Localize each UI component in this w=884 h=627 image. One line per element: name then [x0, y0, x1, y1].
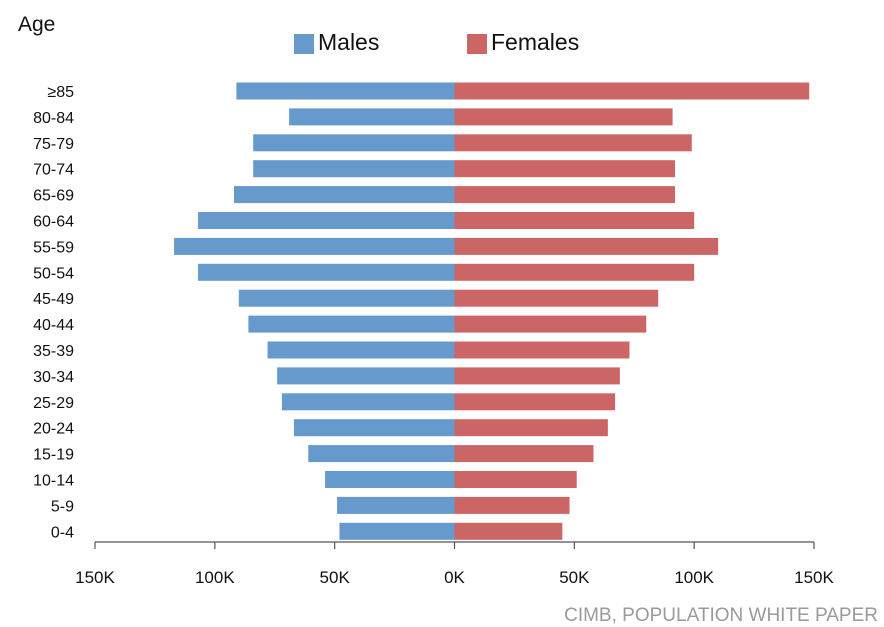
bar-females-70-74	[454, 160, 675, 178]
bar-females-45-49	[454, 289, 659, 307]
bar-females-55-59	[454, 237, 719, 255]
x-tick-label: 100K	[674, 568, 714, 587]
bar-males-20-24	[293, 419, 455, 437]
age-label-5-9: 5-9	[51, 498, 74, 515]
bar-males-5-9	[337, 496, 455, 514]
bar-females-5-9	[454, 496, 570, 514]
age-label-50-54: 50-54	[33, 265, 74, 282]
bar-males-ge85	[236, 82, 455, 100]
bar-females-30-34	[454, 367, 620, 385]
age-label-75-79: 75-79	[33, 136, 74, 153]
bar-males-15-19	[308, 445, 455, 463]
x-tick-label: 150K	[75, 568, 115, 587]
bar-males-10-14	[325, 471, 455, 488]
legend-label-males: Males	[318, 29, 379, 55]
bar-males-60-64	[198, 212, 455, 229]
source-note: CIMB, POPULATION WHITE PAPER	[564, 605, 878, 626]
bar-females-75-79	[454, 134, 692, 152]
legend-swatch-males	[294, 34, 314, 54]
bar-females-60-64	[454, 212, 695, 229]
bar-males-65-69	[234, 186, 455, 204]
age-label-20-24: 20-24	[33, 421, 74, 438]
age-label-15-19: 15-19	[33, 447, 74, 464]
bar-females-ge85	[454, 82, 810, 100]
bar-males-45-49	[238, 289, 455, 307]
bar-females-25-29	[454, 393, 616, 411]
age-label-40-44: 40-44	[33, 317, 74, 334]
age-label-0-4: 0-4	[51, 524, 74, 541]
age-label-35-39: 35-39	[33, 343, 74, 360]
bar-females-65-69	[454, 186, 675, 204]
x-tick-label: 50K	[559, 568, 590, 587]
age-label-70-74: 70-74	[33, 162, 74, 179]
bar-females-20-24	[454, 419, 608, 437]
x-tick-label: 100K	[195, 568, 235, 587]
bar-males-70-74	[253, 160, 455, 178]
bar-males-80-84	[289, 108, 455, 126]
bar-females-10-14	[454, 471, 577, 488]
age-labels-group: ≥85 80-84 75-79 70-74 65-69 60-64 55-59 50-54 45…	[33, 84, 74, 541]
bar-males-35-39	[267, 341, 455, 359]
bar-females-40-44	[454, 315, 647, 333]
bar-females-15-19	[454, 445, 594, 463]
bar-males-25-29	[281, 393, 455, 411]
bar-females-35-39	[454, 341, 630, 359]
x-tick-label: 50K	[320, 568, 351, 587]
age-label-55-59: 55-59	[33, 239, 74, 256]
age-label-65-69: 65-69	[33, 188, 74, 205]
age-label-30-34: 30-34	[33, 369, 74, 386]
bar-males-30-34	[277, 367, 455, 385]
legend-swatch-females	[467, 34, 487, 54]
x-ticks-group: 150K 100K 50K 0K 50K 100K 150K	[75, 542, 835, 587]
bar-males-75-79	[253, 134, 455, 152]
age-label-60-64: 60-64	[33, 214, 74, 231]
x-tick-label: 150K	[794, 568, 834, 587]
bar-males-50-54	[198, 263, 455, 281]
bar-males-0-4	[339, 522, 455, 540]
age-label-ge85: ≥85	[47, 84, 74, 101]
age-label-80-84: 80-84	[33, 110, 74, 127]
bar-females-80-84	[454, 108, 673, 126]
x-tick-label: 0K	[444, 568, 465, 587]
bar-males-40-44	[248, 315, 455, 333]
bars-group	[174, 82, 810, 540]
age-label-25-29: 25-29	[33, 395, 74, 412]
bar-males-55-59	[174, 237, 455, 255]
bar-females-50-54	[454, 263, 695, 281]
age-label-45-49: 45-49	[33, 291, 74, 308]
legend-label-females: Females	[491, 29, 579, 55]
legend: Males Females	[294, 29, 579, 55]
y-axis-label: Age	[18, 13, 55, 36]
bar-females-0-4	[454, 522, 563, 540]
age-label-10-14: 10-14	[33, 473, 74, 490]
